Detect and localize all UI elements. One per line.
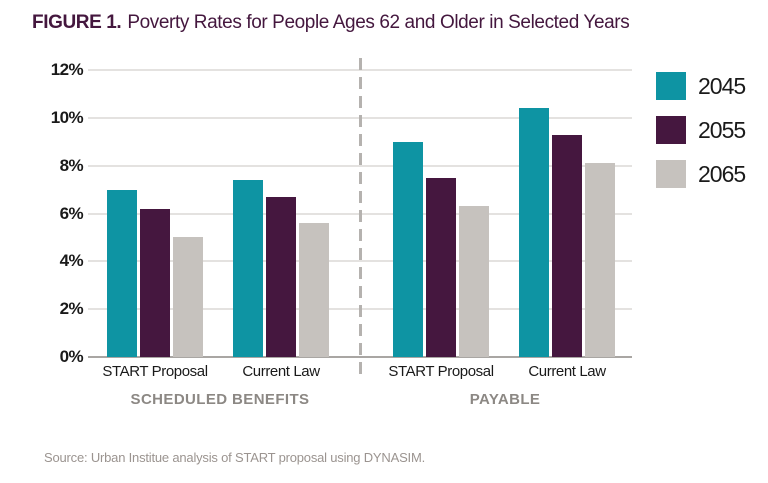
bar-2065 [173,237,203,357]
group-tick-label: START Proposal [102,363,208,380]
bar-2055 [266,196,296,357]
bar-2045 [393,141,423,357]
bar-2045 [107,189,137,357]
legend-swatch-2045 [656,72,686,100]
group-tick-label: START Proposal [388,363,494,380]
legend-label: 2045 [698,73,746,99]
panel-label: SCHEDULED BENEFITS [130,391,310,408]
figure-title: FIGURE 1. Poverty Rates for People Ages 6… [32,12,630,34]
y-axis-tick-label: 4% [59,251,84,271]
legend-swatch-2065 [656,160,686,188]
bar-2065 [299,223,329,357]
y-axis-tick-label: 2% [59,299,84,319]
legend-label: 2065 [698,161,746,187]
figure-number-label: FIGURE 1. [32,12,122,33]
source-note: Source: Urban Institue analysis of START… [44,450,425,465]
bar-2045 [519,108,549,357]
bar-2065 [459,206,489,357]
y-axis-tick-label: 0% [59,347,84,366]
legend-swatch-2055 [656,116,686,144]
bar-2055 [140,208,170,357]
bar-2055 [426,177,456,357]
figure-title-text: Poverty Rates for People Ages 62 and Old… [127,12,630,33]
y-axis-tick-label: 10% [50,107,84,127]
bar-2065 [585,163,615,357]
y-axis-tick-label: 12% [50,60,84,79]
bar-2055 [552,134,582,357]
panel-label: PAYABLE [469,391,541,408]
group-tick-label: Current Law [242,363,320,380]
panel-divider-line [359,58,362,378]
bar-2045 [233,180,263,357]
group-tick-label: Current Law [528,363,606,380]
y-axis-tick-label: 8% [59,155,84,175]
y-axis-tick-label: 6% [59,203,84,223]
legend-label: 2055 [698,117,746,143]
